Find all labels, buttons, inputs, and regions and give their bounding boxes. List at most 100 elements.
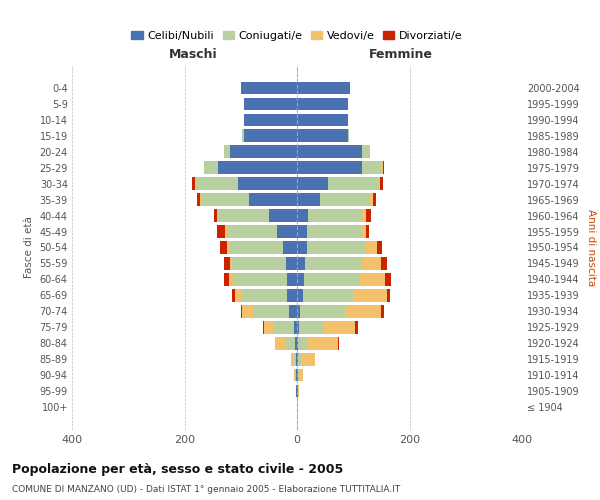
Bar [297,162,362,174]
Bar [385,273,391,285]
Bar [289,305,297,318]
Bar [229,273,233,285]
Bar [320,194,370,206]
Bar [249,194,297,206]
Bar [233,273,287,285]
Bar [362,146,370,158]
Bar [287,289,297,302]
Bar [297,82,350,94]
Bar [298,385,299,398]
Bar [382,257,387,270]
Bar [308,210,362,222]
Bar [293,321,297,334]
Bar [235,289,242,302]
Text: Maschi: Maschi [169,48,218,62]
Bar [296,353,297,366]
Bar [297,242,307,254]
Bar [283,242,297,254]
Bar [366,210,371,222]
Bar [217,226,225,238]
Bar [286,337,295,349]
Bar [301,353,315,366]
Bar [373,194,376,206]
Text: Femmine: Femmine [368,48,433,62]
Bar [379,178,380,190]
Bar [297,305,300,318]
Bar [297,98,347,110]
Bar [264,321,274,334]
Bar [229,242,283,254]
Bar [298,337,307,349]
Bar [202,194,249,206]
Bar [200,194,202,206]
Bar [232,289,235,302]
Bar [196,178,238,190]
Bar [297,194,320,206]
Bar [370,194,373,206]
Bar [299,369,303,382]
Bar [227,226,277,238]
Bar [224,273,229,285]
Bar [244,114,297,126]
Bar [307,337,337,349]
Bar [362,210,366,222]
Bar [295,369,296,382]
Bar [297,321,299,334]
Bar [297,226,307,238]
Bar [307,226,361,238]
Bar [225,226,227,238]
Bar [366,226,369,238]
Bar [218,210,269,222]
Bar [286,257,297,270]
Bar [362,257,382,270]
Bar [241,82,297,94]
Bar [241,305,242,318]
Bar [324,321,355,334]
Bar [263,321,264,334]
Bar [224,257,229,270]
Bar [293,353,296,366]
Text: COMUNE DI MANZANO (UD) - Dati ISTAT 1° gennaio 2005 - Elaborazione TUTTITALIA.IT: COMUNE DI MANZANO (UD) - Dati ISTAT 1° g… [12,485,400,494]
Bar [197,194,200,206]
Bar [300,305,345,318]
Bar [242,305,253,318]
Bar [347,130,349,142]
Bar [353,289,387,302]
Bar [297,114,347,126]
Bar [366,242,377,254]
Bar [297,130,347,142]
Bar [295,337,297,349]
Bar [287,273,297,285]
Bar [275,337,286,349]
Bar [224,146,229,158]
Bar [232,257,286,270]
Bar [302,289,353,302]
Bar [242,289,287,302]
Bar [297,178,328,190]
Bar [218,162,297,174]
Bar [277,226,297,238]
Bar [360,273,385,285]
Text: Popolazione per età, sesso e stato civile - 2005: Popolazione per età, sesso e stato civil… [12,462,343,475]
Bar [328,178,379,190]
Bar [297,353,298,366]
Bar [355,321,358,334]
Y-axis label: Fasce di età: Fasce di età [24,216,34,278]
Bar [217,210,218,222]
Bar [229,257,232,270]
Bar [297,257,305,270]
Bar [238,178,297,190]
Bar [294,369,295,382]
Bar [361,226,366,238]
Bar [242,130,244,142]
Bar [387,289,390,302]
Bar [299,321,324,334]
Bar [345,305,382,318]
Bar [377,242,382,254]
Bar [227,242,229,254]
Bar [362,162,382,174]
Bar [297,337,298,349]
Bar [204,162,218,174]
Bar [337,337,338,349]
Bar [382,305,384,318]
